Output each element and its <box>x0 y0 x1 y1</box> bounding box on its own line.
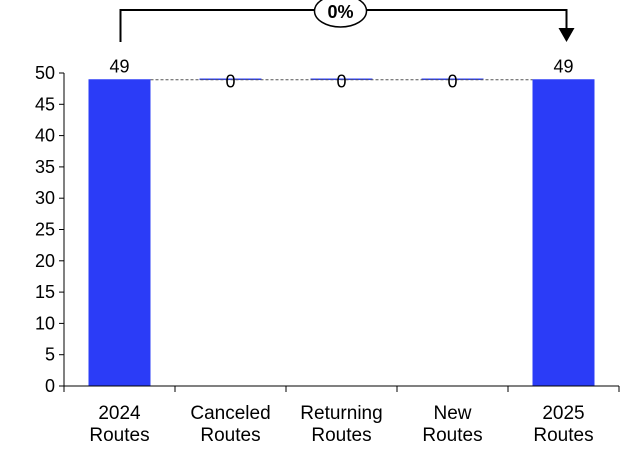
bracket-arrowhead <box>558 28 575 42</box>
x-tick-label-line: Routes <box>89 425 149 446</box>
data-labels: 49 0 0 0 49 <box>109 56 573 91</box>
y-tick-label-30: 30 <box>35 188 55 208</box>
x-tick-label-line: Returning <box>300 403 382 424</box>
bar-4 <box>532 79 595 386</box>
x-tick-label-4: 2025 Routes <box>533 403 593 446</box>
y-tick-label-10: 10 <box>35 313 55 333</box>
change-bubble <box>313 0 368 28</box>
x-tick-label-line: Routes <box>200 425 260 446</box>
y-tick-label-35: 35 <box>35 157 55 177</box>
x-tick-label-line: Canceled <box>190 403 270 424</box>
data-label-3: 0 <box>447 71 457 91</box>
x-tick-label-2: Returning Routes <box>300 403 382 446</box>
x-tick-label-line: New <box>433 403 471 424</box>
x-tick-label-line: 2024 <box>98 403 141 424</box>
data-label-4: 49 <box>553 56 573 76</box>
x-tick-label-0: 2024 Routes <box>89 403 149 446</box>
y-tick-label-25: 25 <box>35 220 55 240</box>
y-tick-label-0: 0 <box>45 376 55 396</box>
data-label-0: 49 <box>109 56 129 76</box>
change-bracket: 0% <box>119 0 575 42</box>
x-tick-label-line: 2025 <box>542 403 584 424</box>
y-tick-label-15: 15 <box>35 282 55 302</box>
bars <box>88 78 595 386</box>
x-tick-label-line: Routes <box>311 425 371 446</box>
data-label-1: 0 <box>225 71 235 91</box>
y-axis: 0 5 10 15 20 25 30 35 40 45 50 <box>35 63 65 396</box>
x-tick-label-1: Canceled Routes <box>190 403 270 446</box>
change-percent-label: 0% <box>327 2 353 22</box>
data-label-2: 0 <box>336 71 346 91</box>
bar-0 <box>88 79 151 386</box>
y-tick-label-45: 45 <box>35 94 55 114</box>
y-tick-label-5: 5 <box>45 345 55 365</box>
y-tick-label-50: 50 <box>35 63 55 83</box>
x-tick-label-3: New Routes <box>422 403 482 446</box>
y-tick-label-20: 20 <box>35 251 55 271</box>
x-tick-label-line: Routes <box>422 425 482 446</box>
y-tick-label-40: 40 <box>35 126 55 146</box>
x-tick-label-line: Routes <box>533 425 593 446</box>
